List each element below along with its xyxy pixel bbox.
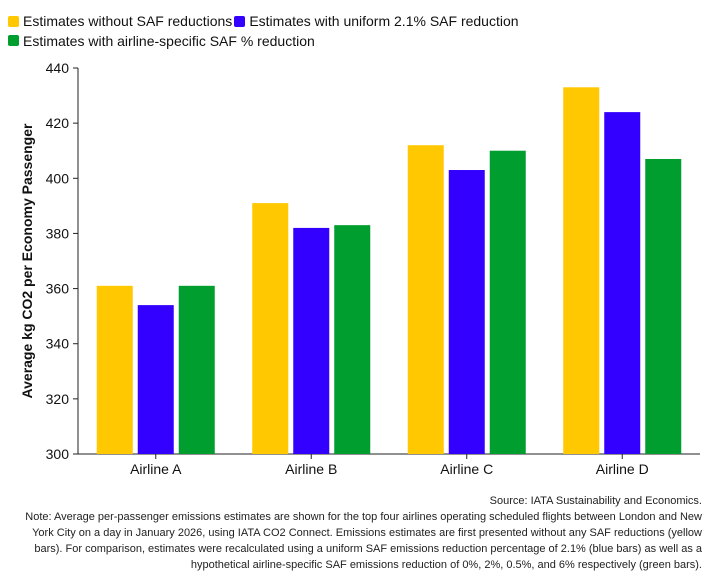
bar (563, 87, 600, 455)
y-tick-label: 340 (46, 336, 70, 352)
y-tick-label: 380 (46, 225, 70, 241)
chart-footnote: Source: IATA Sustainability and Economic… (12, 493, 702, 573)
y-tick-label: 420 (46, 115, 70, 131)
legend-item: Estimates with uniform 2.1% SAF reductio… (234, 12, 519, 30)
x-tick-label: Airline C (440, 461, 493, 477)
legend-swatch (8, 35, 19, 46)
bar (604, 112, 641, 454)
y-tick-label: 360 (46, 281, 70, 297)
legend-item: Estimates without SAF reductions (8, 12, 232, 30)
bar (178, 285, 215, 454)
bar (489, 150, 526, 454)
y-tick-label: 300 (46, 446, 70, 462)
y-tick-label: 440 (46, 60, 70, 76)
bar (645, 158, 682, 454)
y-tick-label: 400 (46, 170, 70, 186)
bar-chart: 300 320 340 360 380 400 420 440 Average kg CO2 p… (19, 60, 700, 477)
bar (407, 145, 444, 454)
bar (137, 305, 174, 454)
x-tick-label: Airline A (130, 461, 182, 477)
legend-label: Estimates without SAF reductions (23, 13, 233, 29)
legend-label: Estimates with airline-specific SAF % re… (23, 32, 315, 49)
legend-swatch (234, 15, 246, 27)
legend-swatch (8, 15, 19, 27)
legend-item: Estimates with airline-specific SAF % re… (8, 32, 315, 50)
source-text: Source: IATA Sustainability and Economic… (489, 495, 702, 507)
x-tick-label: Airline D (596, 461, 649, 477)
bar (448, 170, 485, 454)
bar (293, 227, 330, 454)
y-axis-title: Average kg CO2 per Economy Passenger (19, 123, 35, 398)
chart-legend: Estimates without SAF reductions Estimate… (8, 12, 568, 51)
y-tick-label: 320 (46, 391, 70, 407)
note-text: Note: Average per-passenger emissions es… (25, 511, 702, 571)
bar (96, 285, 133, 454)
x-tick-label: Airline B (285, 461, 337, 477)
bar (252, 203, 289, 454)
legend-label: Estimates with uniform 2.1% SAF reductio… (249, 13, 519, 29)
bar (334, 225, 371, 454)
